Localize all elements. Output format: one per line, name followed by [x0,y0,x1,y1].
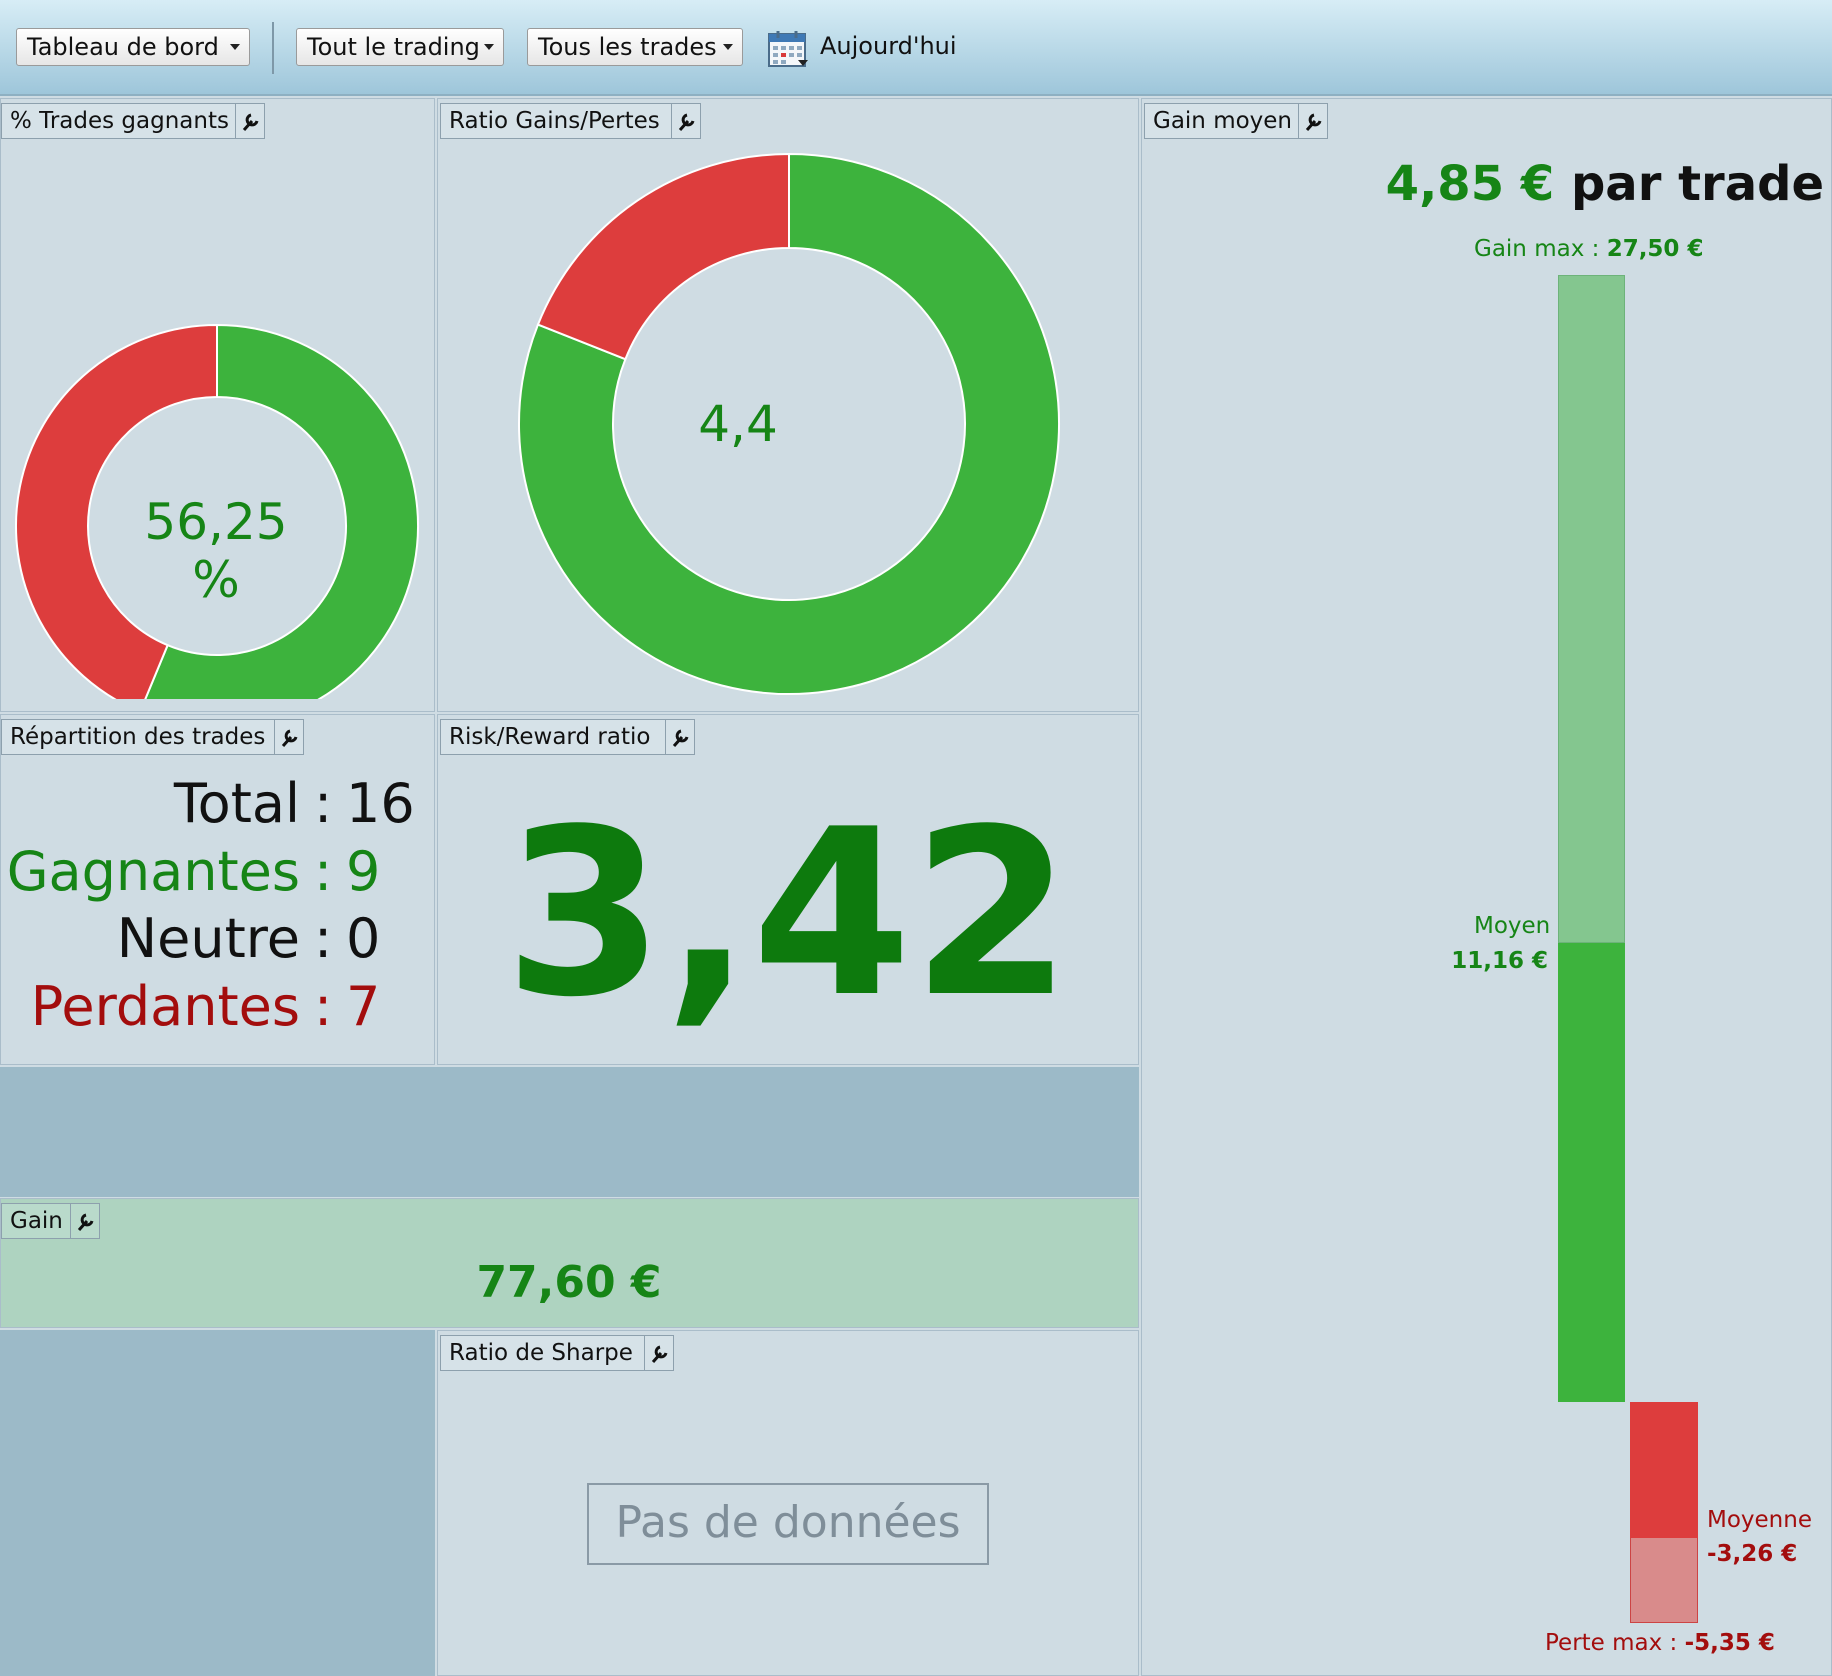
panel-title: Répartition des trades [1,719,275,755]
max-gain-caption: Gain max : 27,50 € [1474,236,1703,262]
max-loss-bar [1630,1538,1698,1623]
losers-label: Perdantes [30,975,300,1038]
gain-panel: Gain 77,60 € [0,1198,1139,1328]
panel-settings-button[interactable] [671,103,701,139]
wrench-icon [1305,113,1322,131]
neutral-value: 0 [346,907,381,970]
max-gain-bar [1558,275,1625,943]
max-loss-value: -5,35 € [1684,1630,1775,1656]
chevron-down-icon [230,44,240,50]
panel-title: Risk/Reward ratio [440,719,666,755]
average-loss-bar [1630,1402,1698,1538]
losers-line: Perdantes : 7 [0,975,420,1045]
wrench-icon [242,113,259,131]
donut-center-value: 56,25 % [144,493,288,609]
total-value: 16 [346,772,415,835]
neutral-separator: : [314,907,333,970]
wrench-icon [672,729,689,747]
total-line: Total : 16 [0,772,420,842]
donut-loss-segment [15,323,218,699]
dashboard-dropdown[interactable]: Tableau de bord [16,28,250,66]
toolbar: Tableau de bord Tout le trading Tous les… [0,0,1832,96]
max-loss-label: Perte max : [1545,1630,1678,1656]
no-data-message: Pas de données [587,1483,989,1565]
total-separator: : [314,772,333,835]
average-gain-amount: 4,85 € [1385,156,1555,212]
losers-separator: : [314,975,333,1038]
panel-settings-button[interactable] [1298,103,1328,139]
avg-gain-value: 11,16 € [1451,948,1548,974]
gain-loss-ratio-panel: Ratio Gains/Pertes 4,4 [437,98,1139,712]
winners-separator: : [314,840,333,903]
donut-win-segment [144,323,419,699]
losers-value: 7 [346,975,381,1038]
neutral-line: Neutre : 0 [0,907,420,977]
wrench-icon [281,729,298,747]
panel-title: Ratio de Sharpe [440,1335,645,1371]
panel-settings-button[interactable] [644,1335,674,1371]
wrench-icon [651,1345,668,1363]
toolbar-separator [272,22,274,74]
panel-title: Gain [1,1203,71,1239]
today-label: Aujourd'hui [820,32,957,60]
win-percentage-panel: % Trades gagnants 56,25 % [0,98,435,712]
trading-dropdown-label: Tout le trading [307,33,480,61]
donut-win-segment [518,152,1060,695]
panel-settings-button[interactable] [274,719,304,755]
average-gain-panel: Gain moyen [1141,98,1832,1676]
winners-label: Gagnantes [6,840,300,903]
panel-title: % Trades gagnants [1,103,236,139]
avg-loss-label: Moyenne [1707,1507,1812,1533]
dashboard-dropdown-label: Tableau de bord [27,33,219,61]
wrench-icon [678,113,695,131]
empty-area [0,1330,435,1676]
total-label: Total [173,772,300,835]
trades-dropdown[interactable]: Tous les trades [527,28,743,66]
panel-settings-button[interactable] [665,719,695,755]
trading-dropdown[interactable]: Tout le trading [296,28,504,66]
empty-area [0,1067,1139,1197]
panel-settings-button[interactable] [70,1203,100,1239]
panel-title: Ratio Gains/Pertes [440,103,672,139]
per-trade-label: par trade [1570,156,1824,212]
trades-dropdown-label: Tous les trades [538,33,717,61]
max-loss-caption: Perte max : -5,35 € [1545,1630,1775,1656]
gain-loss-ratio-donut [518,152,1060,695]
win-percentage-donut [15,323,419,699]
avg-gain-label: Moyen [1474,913,1551,939]
max-gain-label: Gain max : [1474,236,1600,262]
average-gain-bar [1558,943,1625,1402]
trade-distribution-panel: Répartition des trades [0,714,435,1065]
panel-settings-button[interactable] [235,103,265,139]
panel-title: Gain moyen [1144,103,1299,139]
winners-value: 9 [346,840,381,903]
winners-line: Gagnantes : 9 [0,840,420,910]
max-gain-value: 27,50 € [1606,236,1704,262]
sharpe-ratio-panel: Ratio de Sharpe [437,1330,1139,1676]
avg-loss-value: -3,26 € [1707,1541,1798,1567]
donut-loss-segment [536,152,790,361]
gain-value: 77,60 € [476,1257,662,1308]
chevron-down-icon [484,44,494,50]
risk-reward-panel: Risk/Reward ratio 3,42 [437,714,1139,1065]
donut-center-value: 4,4 [698,395,778,453]
neutral-label: Neutre [116,907,300,970]
risk-reward-value: 3,42 [504,781,1072,1048]
calendar-icon [768,31,808,67]
average-gain-headline: 4,85 € par trade [1386,156,1824,212]
chevron-down-icon [723,44,733,50]
wrench-icon [77,1213,94,1231]
